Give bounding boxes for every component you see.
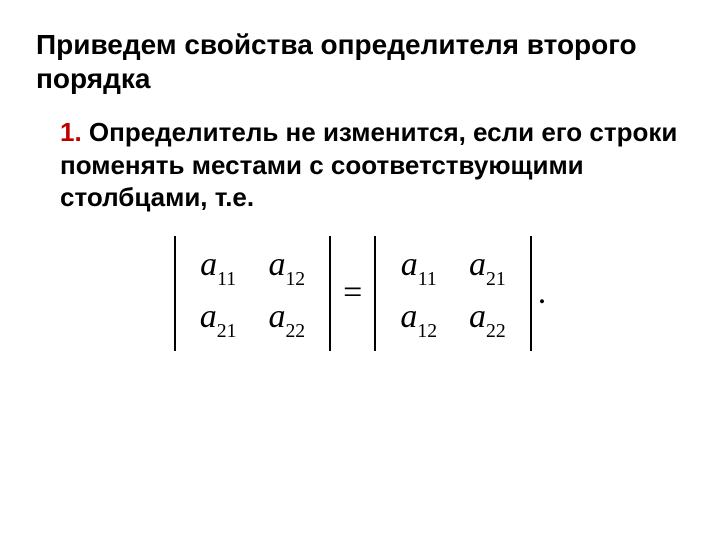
- equals-sign: =: [343, 274, 362, 312]
- item-body: Определитель не изменится, если его стро…: [60, 117, 677, 212]
- left-determinant: a11 a12 a21 a22: [174, 236, 331, 351]
- matrix-cell: a11: [384, 240, 453, 292]
- right-determinant: a11 a21 a12 a22: [374, 236, 531, 351]
- page-heading: Приведем свойства определителя второго п…: [36, 28, 684, 96]
- matrix-cell: a11: [184, 240, 253, 292]
- determinant-equation: a11 a12 a21 a22 = a11 a21 a12 a22 .: [36, 236, 684, 351]
- matrix-cell: a22: [252, 292, 321, 344]
- matrix-cell: a21: [184, 292, 253, 344]
- matrix-cell: a12: [252, 240, 321, 292]
- item-number: 1.: [60, 117, 82, 147]
- matrix-cell: a12: [384, 292, 453, 344]
- matrix-cell: a22: [453, 292, 522, 344]
- matrix-cell: a21: [453, 240, 522, 292]
- property-text: 1. Определитель не изменится, если его с…: [36, 116, 684, 214]
- trailing-dot: .: [538, 274, 547, 312]
